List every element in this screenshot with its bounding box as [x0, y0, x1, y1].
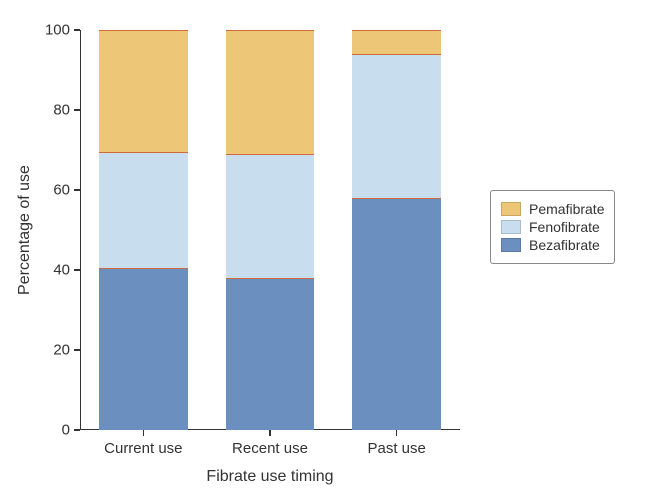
xtick-label: Recent use — [232, 440, 308, 457]
xtick-label: Current use — [104, 440, 182, 457]
bar-segment-bezafibrate — [226, 278, 315, 430]
legend-swatch — [501, 238, 521, 252]
chart-container: Percentage of use Fibrate use timing Pem… — [0, 0, 647, 502]
bar-group — [352, 30, 441, 430]
bar-segment-pemafibrate — [352, 30, 441, 54]
ytick-mark — [74, 269, 80, 271]
legend-swatch — [501, 220, 521, 234]
xtick-label: Past use — [367, 440, 425, 457]
bar-group — [226, 30, 315, 430]
ytick-label: 0 — [40, 422, 70, 439]
x-axis-label: Fibrate use timing — [206, 468, 333, 486]
xtick-mark — [396, 430, 398, 436]
legend-item-bezafibrate: Bezafibrate — [501, 237, 604, 253]
bar-segment-bezafibrate — [352, 198, 441, 430]
legend: Pemafibrate Fenofibrate Bezafibrate — [490, 190, 615, 264]
bar-segment-fenofibrate — [352, 54, 441, 198]
ytick-label: 60 — [40, 182, 70, 199]
legend-item-pemafibrate: Pemafibrate — [501, 201, 604, 217]
ytick-mark — [74, 29, 80, 31]
legend-label: Pemafibrate — [529, 201, 604, 217]
ytick-mark — [74, 189, 80, 191]
ytick-label: 100 — [40, 22, 70, 39]
ytick-label: 20 — [40, 342, 70, 359]
y-axis-label: Percentage of use — [16, 165, 34, 295]
legend-item-fenofibrate: Fenofibrate — [501, 219, 604, 235]
xtick-mark — [143, 430, 145, 436]
bar-segment-fenofibrate — [99, 152, 188, 268]
bar-segment-pemafibrate — [226, 30, 315, 154]
legend-label: Bezafibrate — [529, 237, 600, 253]
ytick-mark — [74, 109, 80, 111]
legend-swatch — [501, 202, 521, 216]
bar-segment-bezafibrate — [99, 268, 188, 430]
bar-segment-pemafibrate — [99, 30, 188, 152]
ytick-label: 40 — [40, 262, 70, 279]
bar-segment-fenofibrate — [226, 154, 315, 278]
bar-group — [99, 30, 188, 430]
ytick-mark — [74, 349, 80, 351]
ytick-mark — [74, 429, 80, 431]
xtick-mark — [269, 430, 271, 436]
legend-label: Fenofibrate — [529, 219, 600, 235]
ytick-label: 80 — [40, 102, 70, 119]
